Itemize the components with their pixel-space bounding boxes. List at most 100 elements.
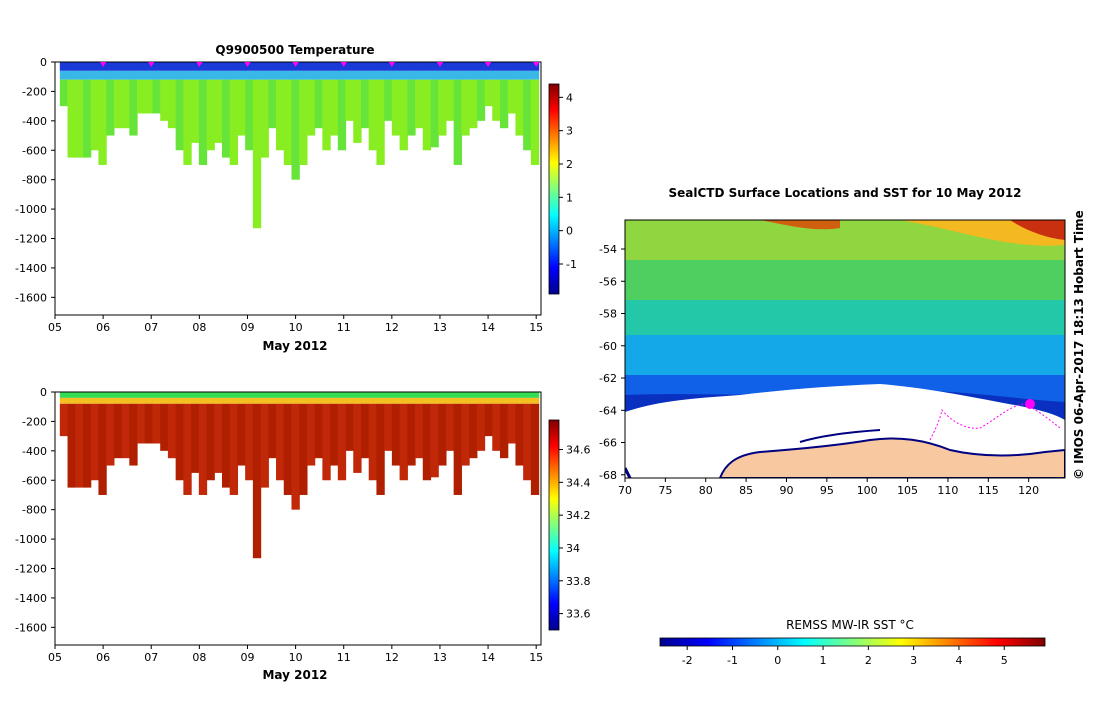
temperature-profile-surface (360, 62, 370, 71)
salinity-profile-surface (299, 392, 308, 398)
colorbar-tick-label: -1 (566, 258, 577, 271)
temperature-profile-mid (137, 70, 146, 80)
salinity-profile-deep (268, 403, 277, 459)
salinity-panel: 0 -200 -400 -600 -800 -1000 -1200 -1400 -1600 05… (15, 386, 590, 682)
temperature-profile-surface (384, 62, 393, 71)
salinity-profile-mid (221, 397, 231, 404)
y-tick-label: -200 (22, 85, 47, 98)
temperature-profile-deep (330, 79, 339, 136)
x-tick-label: 09 (240, 321, 254, 334)
temperature-profile-surface (469, 62, 478, 71)
salinity-profile-surface (353, 392, 362, 398)
surface-marker (533, 62, 540, 67)
x-tick-label: 14 (481, 321, 495, 334)
colorbar-tick-label: 4 (566, 91, 573, 104)
temperature-profile-deep (283, 79, 293, 165)
salinity-profile-mid (283, 397, 293, 404)
temperature-profile-surface (314, 62, 323, 71)
salinity-profile-surface (515, 392, 524, 398)
salinity-profile-surface (469, 392, 478, 398)
salinity-profile-deep (353, 403, 362, 473)
salinity-profile-deep (499, 403, 509, 459)
temperature-profile-deep (183, 79, 192, 165)
salinity-profile-mid (198, 397, 208, 404)
temperature-profile-surface (507, 62, 517, 71)
temperature-profile-surface (492, 62, 501, 71)
salinity-profile-surface (523, 392, 532, 398)
lon-tick-label: 85 (739, 484, 753, 497)
temperature-profile-mid (391, 70, 401, 80)
coastline (799, 429, 881, 443)
salinity-profile-mid (469, 397, 478, 404)
salinity-profile-mid (422, 397, 432, 404)
salinity-profile-surface (82, 392, 92, 398)
x-tick-label: 05 (48, 321, 62, 334)
salinity-profile-surface (221, 392, 231, 398)
salinity-profile-surface (453, 392, 462, 398)
temperature-profile-mid (422, 70, 432, 80)
temperature-profile-deep (121, 79, 130, 129)
lon-tick-label: 115 (978, 484, 999, 497)
salinity-profile-surface (360, 392, 370, 398)
temperature-profile-mid (530, 70, 540, 80)
salinity-colorbar (548, 419, 560, 631)
salinity-profile-deep (445, 403, 455, 451)
salinity-profile-mid (229, 397, 239, 404)
temperature-profile-deep (453, 79, 462, 165)
salinity-profile-mid (106, 397, 115, 404)
temperature-profile-mid (198, 70, 208, 80)
temperature-xlabel: May 2012 (262, 339, 327, 353)
temperature-profile-surface (299, 62, 308, 71)
temperature-profile-deep (492, 79, 501, 121)
salinity-xlabel: May 2012 (262, 668, 327, 682)
x-tick-label: 13 (433, 651, 447, 664)
salinity-frame (54, 391, 542, 646)
temperature-profile-surface (260, 62, 269, 71)
temperature-profile-mid (90, 70, 100, 80)
temperature-profile-surface (183, 62, 192, 71)
salinity-x-axis: 05 06 07 08 09 10 11 12 13 14 15 (48, 645, 543, 664)
sst-colorbar-tick-label: 1 (820, 654, 827, 667)
lon-tick-label: 120 (1018, 484, 1039, 497)
temperature-profile-mid (368, 70, 378, 80)
temperature-profile-surface (144, 62, 154, 71)
temperature-profile-mid (191, 70, 200, 80)
salinity-profile-surface (391, 392, 401, 398)
sst-colorbar-tick-label: 3 (910, 654, 917, 667)
salinity-profile-surface (422, 392, 432, 398)
temperature-profile-deep (245, 79, 254, 151)
x-tick-label: 11 (337, 651, 351, 664)
colorbar-tick-label: 34.2 (566, 509, 591, 522)
temperature-profile-mid (515, 70, 524, 80)
temperature-profile-deep (407, 79, 416, 136)
y-tick-label: -1000 (15, 203, 47, 216)
salinity-profile-deep (214, 403, 223, 473)
salinity-profile-deep (121, 403, 130, 459)
temperature-profile-deep (353, 79, 362, 143)
salinity-profile-surface (438, 392, 447, 398)
salinity-profile-deep (283, 403, 293, 495)
salinity-profile-mid (345, 397, 354, 404)
temperature-profile-mid (314, 70, 323, 80)
salinity-profile-deep (322, 403, 331, 481)
salinity-profile-deep (391, 403, 401, 466)
salinity-profile-mid (445, 397, 455, 404)
y-tick-label: -1200 (15, 233, 47, 246)
salinity-profile-surface (345, 392, 354, 398)
salinity-profile-surface (90, 392, 100, 398)
salinity-profile-surface (67, 392, 76, 398)
salinity-profile-deep (399, 403, 408, 481)
temperature-profile-surface (445, 62, 455, 71)
temperature-profile-mid (476, 70, 486, 80)
salinity-profile-surface (237, 392, 246, 398)
temperature-profile-mid (337, 70, 347, 80)
sst-hot-patch-west (760, 220, 840, 230)
salinity-profile-surface (368, 392, 378, 398)
temperature-title: Q9900500 Temperature (215, 43, 374, 57)
salinity-profile-mid (353, 397, 362, 404)
temperature-profile-surface (399, 62, 408, 71)
salinity-profile-surface (214, 392, 223, 398)
temperature-profiles (59, 62, 540, 229)
temperature-profile-mid (59, 70, 69, 80)
seal-current-location (1025, 399, 1035, 409)
